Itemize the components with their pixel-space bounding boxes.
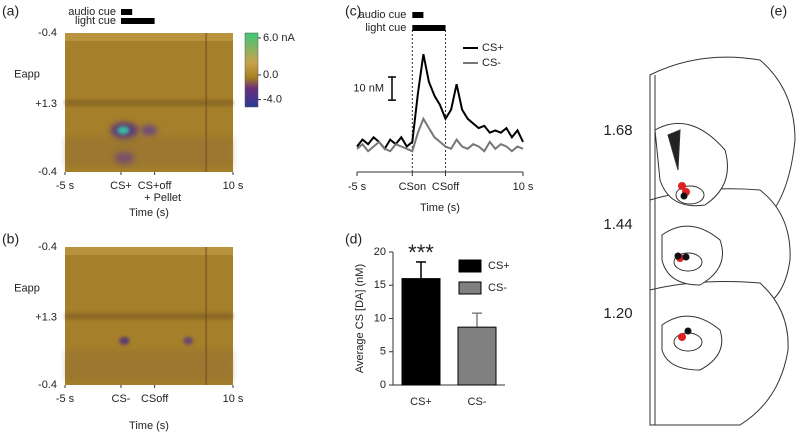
- x-tick-label: -5 s: [56, 180, 75, 192]
- legend-label: CS+: [488, 260, 510, 272]
- y-tick-label: -0.4: [38, 166, 57, 178]
- signal-spot: [183, 336, 194, 345]
- color-plot: [65, 247, 233, 385]
- cue-label: light cue: [365, 22, 406, 34]
- cue-bar: [412, 25, 446, 31]
- y-tick-label: -0.4: [38, 241, 57, 253]
- x-tick-label: 10 s: [513, 181, 534, 193]
- band: [65, 99, 233, 106]
- x-tick-label: -5 s: [348, 181, 367, 193]
- colorbar-tick-label: -4.0: [263, 94, 282, 106]
- cue-label: audio cue: [68, 6, 116, 18]
- site-black: [684, 327, 692, 335]
- level-label: 1.68: [603, 122, 632, 139]
- panel-label: (a): [2, 3, 19, 19]
- legend-label: CS-: [482, 57, 501, 69]
- x-tick-label: 10 s: [223, 180, 244, 192]
- y-tick-label: -0.4: [38, 379, 57, 391]
- site-black: [674, 252, 682, 260]
- x-axis-label: Time (s): [129, 207, 169, 219]
- band: [65, 137, 233, 168]
- x-tick-label: CSoff: [141, 393, 169, 405]
- y-tick-label: 20: [374, 246, 386, 258]
- y-tick-label: -0.4: [38, 27, 57, 39]
- y-tick-label: 5: [380, 346, 386, 358]
- panel-label: (d): [345, 231, 362, 247]
- y-axis-label: Eapp: [14, 282, 40, 294]
- legend-label: CS+: [482, 42, 504, 54]
- cue-label: audio cue: [359, 9, 407, 21]
- legend-swatch: [458, 259, 482, 273]
- site-black: [680, 192, 688, 200]
- site-red: [678, 182, 686, 190]
- signal-spot: [119, 336, 130, 345]
- x-tick-label: 10 s: [223, 393, 244, 405]
- panel-label: (c): [345, 3, 361, 19]
- atlas: [649, 56, 796, 426]
- scale-bar-label: 10 nM: [353, 82, 384, 94]
- electrode-sites: [674, 182, 692, 341]
- x-tick-label: CS-: [112, 393, 131, 405]
- annotation: + Pellet: [144, 192, 181, 204]
- signal-spot: [141, 125, 157, 136]
- x-tick-label: CS+: [410, 396, 432, 408]
- cue-bar: [412, 12, 424, 18]
- colorbar-tick-label: 6.0 nA: [263, 32, 295, 44]
- series-line: [356, 116, 524, 153]
- panel-label: (e): [770, 3, 787, 19]
- scale-bar: [388, 76, 396, 101]
- band: [65, 33, 233, 41]
- level-label: 1.44: [603, 216, 632, 233]
- signal-spot: [114, 152, 135, 165]
- significance: ***: [408, 240, 434, 265]
- band: [65, 247, 233, 255]
- y-axis-label: Eapp: [14, 69, 40, 81]
- level-label: 1.20: [603, 305, 632, 322]
- cue-label: light cue: [75, 15, 116, 27]
- band: [65, 313, 233, 320]
- cue-bar: [121, 9, 133, 15]
- x-tick-label: CSoff: [432, 181, 460, 193]
- cue-bar: [121, 18, 155, 24]
- legend-label: CS-: [488, 282, 507, 294]
- colorbar: [244, 32, 259, 108]
- bar: [457, 326, 497, 386]
- ventricle: [667, 129, 681, 171]
- color-plot: [65, 33, 233, 172]
- y-axis-label: Average CS [DA] (nM): [354, 264, 366, 373]
- band: [65, 350, 233, 381]
- x-tick-label: CS+: [110, 180, 132, 192]
- y-tick-label: 0: [380, 379, 386, 391]
- x-tick-label: CSon: [399, 181, 427, 193]
- colorbar-tick-label: 0.0: [263, 69, 278, 81]
- x-tick-label: CS+off: [138, 180, 173, 192]
- bar: [401, 278, 441, 386]
- site-red: [678, 333, 686, 341]
- site-black: [682, 253, 690, 261]
- x-tick-label: CS-: [468, 396, 487, 408]
- y-tick-label: +1.3: [35, 311, 57, 323]
- x-tick-label: -5 s: [56, 393, 75, 405]
- y-tick-label: 10: [374, 312, 386, 324]
- panel-label: (b): [2, 231, 19, 247]
- legend-swatch: [458, 281, 482, 295]
- y-tick-label: 15: [374, 279, 386, 291]
- y-tick-label: +1.3: [35, 98, 57, 110]
- x-axis-label: Time (s): [129, 420, 169, 432]
- x-axis-label: Time (s): [420, 202, 460, 214]
- section-structure: [673, 332, 703, 352]
- signal-spot: [117, 126, 130, 135]
